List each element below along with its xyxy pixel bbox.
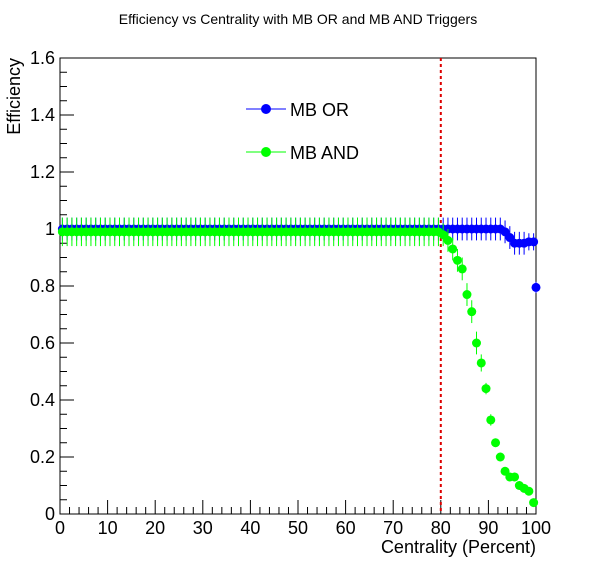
- x-tick-label: 80: [431, 518, 451, 538]
- legend-mb-or-label: MB OR: [290, 100, 349, 120]
- data-point: [531, 282, 541, 292]
- data-point: [529, 498, 539, 508]
- plot-area-border: [59, 57, 537, 515]
- data-point: [524, 486, 534, 496]
- x-tick-label: 30: [193, 518, 213, 538]
- data-point: [467, 307, 477, 317]
- series-mb-and: [57, 217, 539, 508]
- y-tick-label: 0.2: [30, 447, 55, 467]
- legend-mb-and-marker: [261, 147, 271, 157]
- y-tick-label: 1.2: [30, 162, 55, 182]
- y-tick-label: 1.6: [30, 48, 55, 68]
- x-tick-label: 50: [288, 518, 308, 538]
- data-point: [476, 358, 486, 368]
- y-axis-tick-labels: 0 0.2 0.4 0.6 0.8 1 1.2 1.4 1.6: [30, 48, 55, 524]
- x-tick-label: 60: [336, 518, 356, 538]
- x-tick-label: 0: [55, 518, 65, 538]
- data-point: [457, 264, 467, 274]
- y-tick-label: 0.4: [30, 390, 55, 410]
- series-layer: [57, 217, 541, 508]
- y-tick-label: 0.8: [30, 276, 55, 296]
- legend-mb-or-marker: [261, 104, 271, 114]
- x-tick-label: 90: [478, 518, 498, 538]
- legend-mb-and-label: MB AND: [290, 143, 359, 163]
- x-axis-label: Centrality (Percent): [381, 537, 536, 557]
- plot-frame: [59, 57, 537, 515]
- data-point: [491, 438, 501, 448]
- data-point: [448, 244, 458, 254]
- legend: MB OR MB AND: [246, 100, 359, 163]
- y-axis-label: Efficiency: [4, 58, 24, 135]
- x-axis-ticks: [59, 500, 537, 514]
- data-point: [495, 452, 505, 462]
- data-point: [462, 290, 472, 300]
- y-axis-ticks: [60, 57, 74, 515]
- data-point: [481, 384, 491, 394]
- x-tick-label: 20: [145, 518, 165, 538]
- y-tick-label: 0: [45, 504, 55, 524]
- y-tick-label: 0.6: [30, 333, 55, 353]
- data-point: [452, 255, 462, 265]
- data-point: [529, 237, 539, 247]
- data-point: [486, 415, 496, 425]
- data-point: [443, 235, 453, 245]
- x-axis-tick-labels: 0 10 20 30 40 50 60 70 80 90 100: [55, 518, 551, 538]
- y-tick-label: 1.4: [30, 105, 55, 125]
- x-tick-label: 70: [383, 518, 403, 538]
- chart-title: Efficiency vs Centrality with MB OR and …: [119, 11, 477, 27]
- data-point: [472, 338, 481, 348]
- data-point: [510, 472, 520, 482]
- x-tick-label: 40: [240, 518, 260, 538]
- x-tick-label: 100: [521, 518, 551, 538]
- y-tick-label: 1: [45, 219, 55, 239]
- x-tick-label: 10: [98, 518, 118, 538]
